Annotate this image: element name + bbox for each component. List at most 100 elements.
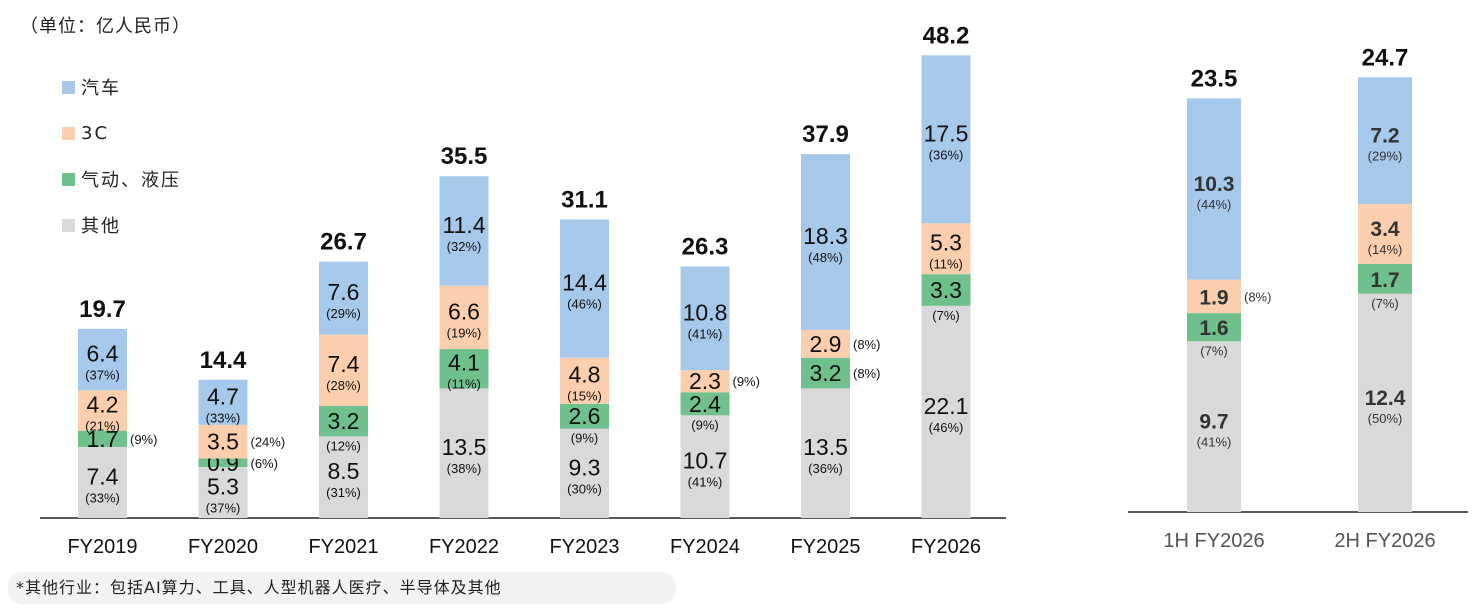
half-value-label-c3-2H FY2026: 3.4	[1370, 218, 1400, 241]
annual-pct-label-auto-FY2020: (33%)	[206, 410, 241, 425]
annual-category-label-FY2020: FY2020	[188, 536, 258, 558]
annual-value-label-other-FY2022: 13.5	[442, 434, 487, 460]
half-pct-label-c3-1H FY2026: (8%)	[1244, 289, 1271, 304]
annual-pct-label-other-FY2025: (36%)	[808, 461, 843, 476]
half-bar-c3-1H FY2026	[1187, 279, 1241, 314]
legend-item-pneumatic-hydraulic: 气动、液压	[62, 156, 181, 202]
annual-value-label-auto-FY2025: 18.3	[803, 223, 848, 249]
annual-pct-label-pneu-FY2021: (12%)	[326, 438, 361, 453]
annual-value-label-c3-FY2026: 5.3	[930, 230, 962, 256]
annual-pct-label-pneu-FY2026: (7%)	[932, 308, 959, 323]
half-pct-label-pneu-2H FY2026: (7%)	[1371, 296, 1398, 311]
annual-value-label-auto-FY2026: 17.5	[924, 120, 969, 146]
half-value-label-pneu-2H FY2026: 1.7	[1370, 269, 1399, 292]
annual-value-label-pneu-FY2023: 2.6	[569, 403, 601, 429]
legend-item-other: 其他	[62, 202, 181, 248]
annual-value-label-c3-FY2019: 4.2	[87, 391, 119, 417]
legend-item-3c: 3C	[62, 110, 181, 156]
annual-value-label-pneu-FY2025: 3.2	[810, 360, 842, 386]
annual-value-label-other-FY2026: 22.1	[924, 393, 969, 419]
half-category-label-2H FY2026: 2H FY2026	[1334, 530, 1435, 552]
half-value-label-c3-1H FY2026: 1.9	[1199, 286, 1228, 309]
half-pct-label-auto-2H FY2026: (29%)	[1368, 149, 1403, 164]
annual-pct-label-pneu-FY2023: (9%)	[571, 431, 598, 446]
annual-bar-auto-FY2024	[680, 266, 730, 371]
legend-label-pneumatic-hydraulic: 气动、液压	[81, 170, 181, 191]
annual-pct-label-other-FY2023: (30%)	[567, 481, 602, 496]
annual-pct-label-pneu-FY2025: (8%)	[853, 366, 880, 381]
annual-bar-pneu-FY2020	[198, 458, 248, 468]
annual-bar-pneu-FY2022	[439, 349, 489, 389]
annual-value-label-pneu-FY2024: 2.4	[689, 391, 721, 417]
legend-label-other: 其他	[81, 216, 121, 237]
half-pct-label-pneu-1H FY2026: (7%)	[1200, 343, 1227, 358]
annual-bar-c3-FY2026	[921, 223, 971, 275]
annual-pct-label-pneu-FY2019: (9%)	[130, 432, 157, 447]
annual-bar-auto-FY2020	[198, 379, 248, 425]
unit-label: （单位：亿人民币）	[20, 16, 191, 37]
annual-value-label-c3-FY2021: 7.4	[328, 351, 360, 377]
annual-bar-auto-FY2026	[921, 55, 971, 224]
annual-bar-other-FY2019	[78, 446, 127, 518]
annual-bar-pneu-FY2023	[560, 403, 609, 429]
annual-total-label-FY2026: 48.2	[923, 22, 970, 49]
annual-total-label-FY2020: 14.4	[200, 347, 247, 374]
half-value-label-other-2H FY2026: 12.4	[1365, 387, 1406, 410]
annual-bar-pneu-FY2021	[319, 405, 368, 437]
annual-pct-label-c3-FY2023: (15%)	[567, 389, 602, 404]
half-bar-other-2H FY2026	[1358, 293, 1412, 512]
annual-total-label-FY2021: 26.7	[320, 229, 367, 256]
half-pct-label-other-1H FY2026: (41%)	[1197, 435, 1232, 450]
annual-bar-c3-FY2022	[439, 285, 489, 350]
annual-value-label-auto-FY2022: 11.4	[442, 212, 485, 238]
half-bar-pneu-2H FY2026	[1358, 263, 1412, 294]
annual-value-label-other-FY2019: 7.4	[87, 463, 119, 489]
annual-bar-auto-FY2019	[78, 328, 127, 391]
annual-value-label-c3-FY2025: 2.9	[810, 331, 842, 357]
annual-pct-label-c3-FY2024: (9%)	[733, 374, 760, 389]
annual-pct-label-auto-FY2024: (41%)	[688, 326, 723, 341]
annual-bar-auto-FY2023	[560, 219, 609, 358]
annual-bar-pneu-FY2026	[921, 274, 971, 306]
annual-pct-label-other-FY2026: (46%)	[929, 420, 964, 435]
annual-bar-c3-FY2021	[319, 334, 368, 406]
annual-total-label-FY2022: 35.5	[441, 143, 488, 170]
annual-pct-label-other-FY2020: (37%)	[206, 501, 241, 516]
annual-value-label-c3-FY2024: 2.3	[689, 368, 721, 394]
annual-value-label-auto-FY2021: 7.6	[328, 279, 360, 305]
annual-bar-other-FY2022	[439, 388, 489, 518]
annual-pct-label-other-FY2021: (31%)	[326, 485, 361, 500]
annual-bar-other-FY2021	[319, 436, 368, 518]
annual-category-label-FY2021: FY2021	[308, 536, 378, 558]
annual-total-label-FY2023: 31.1	[561, 186, 608, 213]
annual-total-label-FY2025: 37.9	[802, 121, 849, 148]
annual-category-label-FY2022: FY2022	[429, 536, 499, 558]
half-bar-c3-2H FY2026	[1358, 204, 1412, 264]
annual-total-label-FY2024: 26.3	[682, 233, 729, 260]
legend-swatch-pneumatic-hydraulic	[62, 172, 75, 186]
legend-swatch-3c	[62, 126, 75, 140]
annual-pct-label-auto-FY2021: (29%)	[326, 306, 361, 321]
annual-pct-label-other-FY2024: (41%)	[688, 475, 723, 490]
annual-value-label-other-FY2024: 10.7	[683, 448, 728, 474]
annual-pct-label-auto-FY2025: (48%)	[808, 250, 843, 265]
annual-value-label-auto-FY2019: 6.4	[87, 341, 119, 367]
annual-pct-label-other-FY2022: (38%)	[447, 461, 482, 476]
annual-pct-label-pneu-FY2020: (6%)	[251, 456, 278, 471]
annual-value-label-pneu-FY2021: 3.2	[328, 408, 360, 434]
annual-bar-c3-FY2019	[78, 390, 127, 431]
annual-value-label-pneu-FY2026: 3.3	[930, 277, 962, 303]
annual-pct-label-c3-FY2019: (21%)	[85, 418, 120, 433]
legend-swatch-other	[62, 218, 75, 232]
half-pct-label-other-2H FY2026: (50%)	[1368, 411, 1403, 426]
annual-bar-other-FY2026	[921, 305, 971, 518]
legend: 汽车 3C 气动、液压 其他	[62, 64, 181, 248]
annual-category-label-FY2019: FY2019	[67, 536, 137, 558]
annual-bar-c3-FY2020	[198, 424, 248, 459]
annual-pct-label-auto-FY2023: (46%)	[567, 297, 602, 312]
half-value-label-pneu-1H FY2026: 1.6	[1199, 317, 1228, 340]
footnote: *其他行业：包括AI算力、工具、人型机器人医疗、半导体及其他	[8, 572, 676, 604]
annual-bar-pneu-FY2019	[78, 430, 127, 447]
half-bar-other-1H FY2026	[1187, 341, 1241, 512]
half-total-label-1H FY2026: 23.5	[1191, 65, 1238, 92]
